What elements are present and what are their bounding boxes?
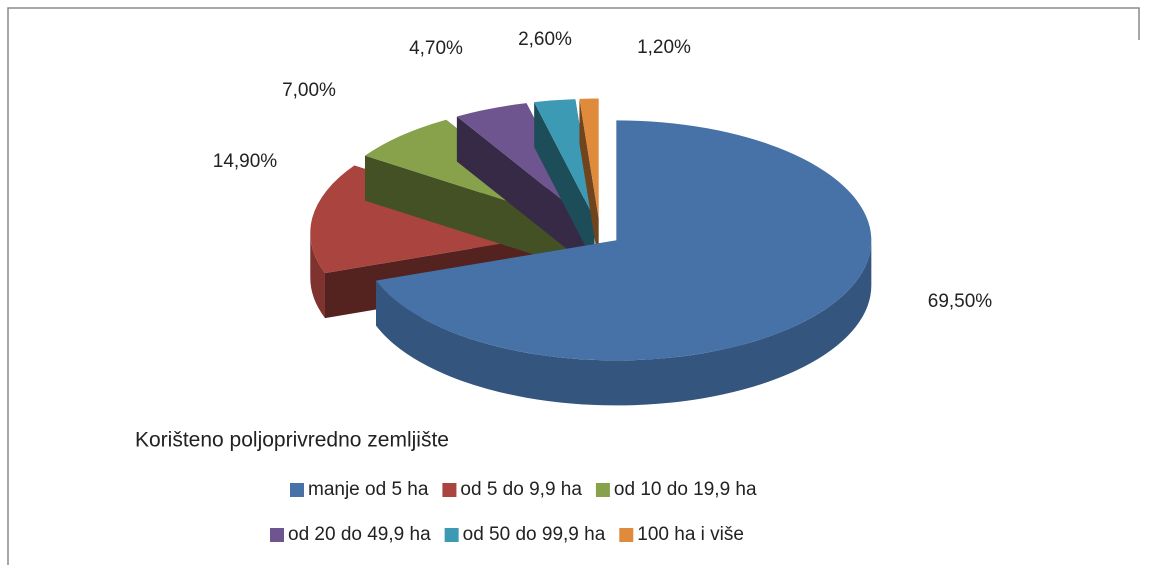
legend-title: Korišteno poljoprivredno zemljište — [135, 429, 449, 452]
slice — [456, 103, 587, 220]
legend-swatch — [444, 528, 459, 542]
legend-label: od 20 do 49,9 ha — [288, 524, 431, 545]
legend-label: od 50 do 99,9 ha — [463, 524, 606, 545]
slice — [579, 98, 599, 219]
legend-label: od 5 do 9,9 ha — [460, 479, 582, 500]
slice-side — [534, 102, 595, 264]
legend-swatch — [619, 528, 634, 542]
slice-side — [579, 98, 599, 264]
chart-frame — [7, 7, 1140, 565]
data-label: 69,50% — [928, 291, 993, 312]
legend-label: 100 ha i više — [637, 524, 744, 545]
slice-rim — [310, 232, 325, 319]
slice — [534, 99, 595, 219]
data-label: 1,20% — [637, 37, 691, 58]
data-label: 7,00% — [282, 80, 336, 101]
legend-swatch — [270, 528, 284, 542]
data-label: 14,90% — [213, 151, 278, 172]
slice-side — [364, 155, 577, 269]
legend-swatch — [290, 483, 304, 497]
legend-label: manje od 5 ha — [308, 479, 429, 500]
slice-side — [456, 116, 587, 265]
slice — [376, 120, 872, 361]
legend-label: od 10 do 19,9 ha — [614, 479, 757, 500]
data-label: 4,70% — [409, 38, 463, 59]
legend-swatch — [595, 483, 610, 497]
slice-rim — [376, 240, 872, 406]
data-label: 2,60% — [518, 29, 572, 50]
legend-swatch — [442, 483, 457, 497]
